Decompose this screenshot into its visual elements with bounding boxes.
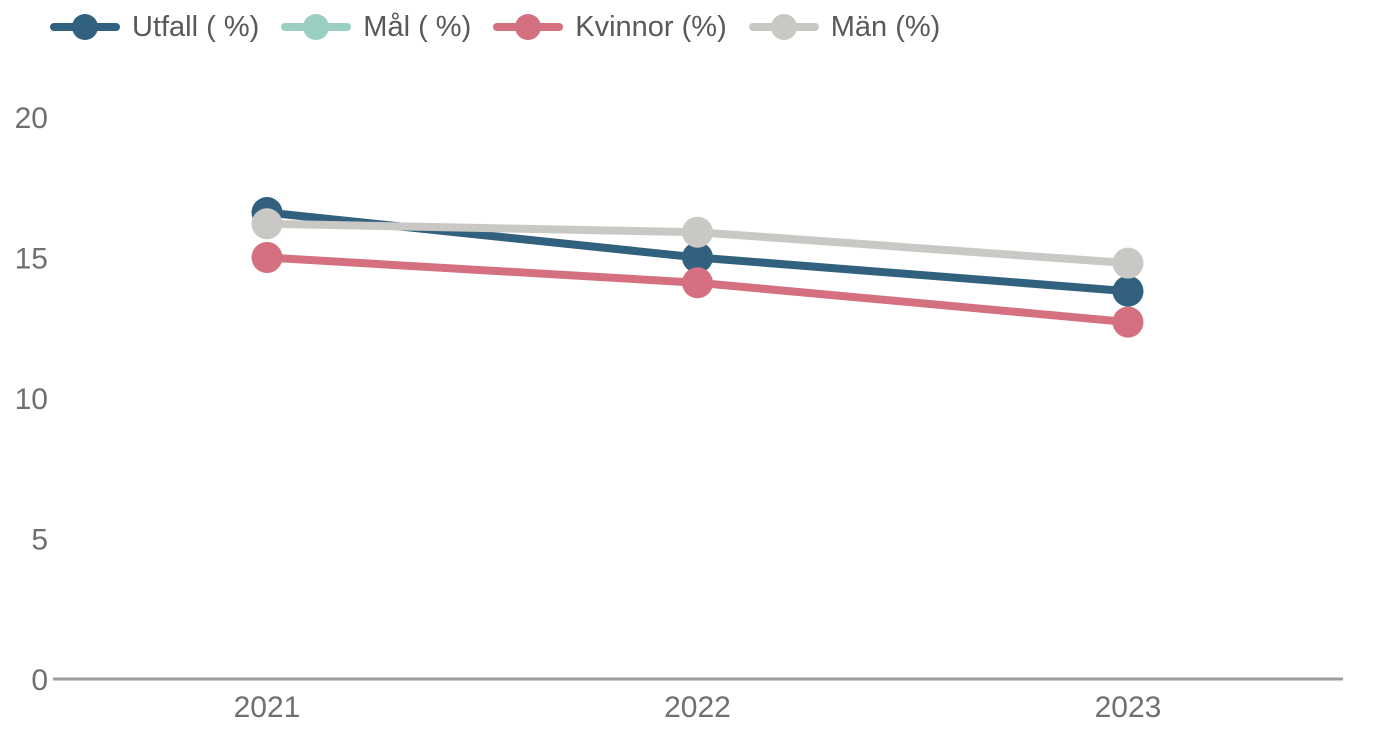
- legend-item-kvinnor[interactable]: Kvinnor (%): [493, 11, 727, 44]
- legend-dot: [72, 14, 98, 40]
- legend-marker-mal-icon: [281, 11, 352, 43]
- legend-marker-man-icon: [748, 11, 819, 43]
- y-tick-label: 15: [15, 243, 48, 276]
- legend-label-utfall: Utfall ( %): [132, 10, 260, 43]
- legend-dot: [303, 14, 330, 40]
- legend-label-man: Män (%): [830, 10, 941, 43]
- legend-label-mal: Mål ( %): [363, 10, 472, 43]
- x-tick-label: 2021: [234, 691, 301, 724]
- legend-dot: [770, 14, 797, 40]
- legend-dot: [515, 14, 542, 40]
- x-tick-label: 2022: [664, 691, 731, 724]
- data-point: [1112, 275, 1144, 307]
- y-tick-label: 10: [15, 383, 48, 416]
- chart-legend: Utfall ( %) Mål ( %) Kvinnor (%) Män (%): [50, 10, 940, 44]
- data-point: [251, 208, 283, 240]
- data-point: [682, 216, 713, 248]
- data-point: [251, 242, 283, 273]
- data-point: [682, 242, 713, 273]
- data-point: [1112, 247, 1144, 279]
- legend-item-mal[interactable]: Mål ( %): [281, 11, 471, 44]
- y-tick-label: 0: [31, 664, 48, 697]
- y-tick-label: 5: [31, 524, 48, 557]
- legend-marker-utfall-icon: [50, 11, 120, 43]
- data-point: [682, 267, 713, 299]
- legend-label-kvinnor: Kvinnor (%): [575, 10, 727, 43]
- data-point: [1112, 306, 1144, 338]
- x-tick-label: 2023: [1095, 691, 1162, 724]
- legend-item-man[interactable]: Män (%): [748, 10, 941, 44]
- legend-marker-kvinnor-icon: [493, 11, 564, 43]
- legend-item-utfall[interactable]: Utfall ( %): [50, 11, 259, 44]
- y-tick-label: 20: [15, 102, 48, 135]
